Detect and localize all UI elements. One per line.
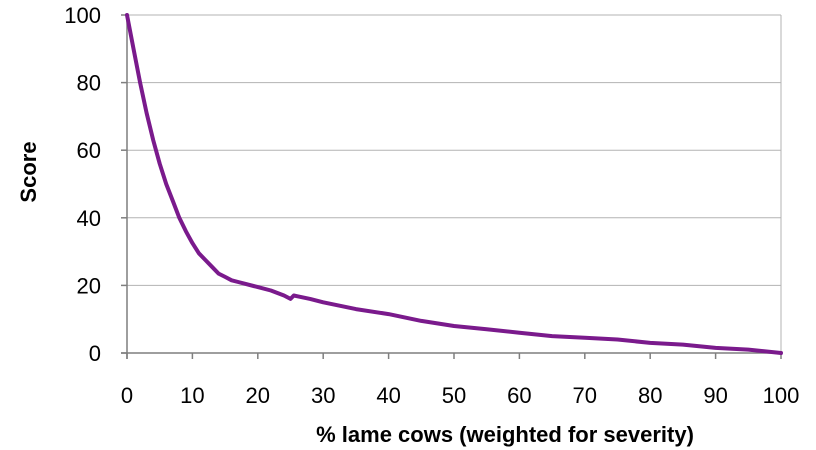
- y-tick-label-5: 100: [64, 3, 101, 28]
- x-tick-label-0: 0: [121, 383, 133, 408]
- x-tick-label-9: 90: [703, 383, 727, 408]
- x-tick-label-8: 80: [638, 383, 662, 408]
- y-tick-label-3: 60: [77, 138, 101, 163]
- y-tick-label-1: 20: [77, 273, 101, 298]
- x-tick-label-10: 100: [763, 383, 800, 408]
- x-tick-label-4: 40: [376, 383, 400, 408]
- y-tick-label-2: 40: [77, 206, 101, 231]
- x-tick-label-7: 70: [573, 383, 597, 408]
- series-line-0: [125, 13, 783, 355]
- series: [125, 13, 783, 355]
- axes: [121, 14, 782, 359]
- x-tick-label-6: 60: [507, 383, 531, 408]
- x-tick-label-2: 20: [246, 383, 270, 408]
- y-tick-label-0: 0: [89, 341, 101, 366]
- y-axis-title: Score: [16, 141, 41, 202]
- x-tick-label-3: 30: [311, 383, 335, 408]
- x-axis-title: % lame cows (weighted for severity): [316, 422, 694, 447]
- y-tick-label-4: 80: [77, 71, 101, 96]
- gridlines: [127, 14, 782, 353]
- x-tick-label-1: 10: [180, 383, 204, 408]
- x-tick-label-5: 50: [442, 383, 466, 408]
- tick-labels: 0 20 40 60 80 100 0 10 20 30 40 50 60 70 80 90 100: [64, 3, 799, 408]
